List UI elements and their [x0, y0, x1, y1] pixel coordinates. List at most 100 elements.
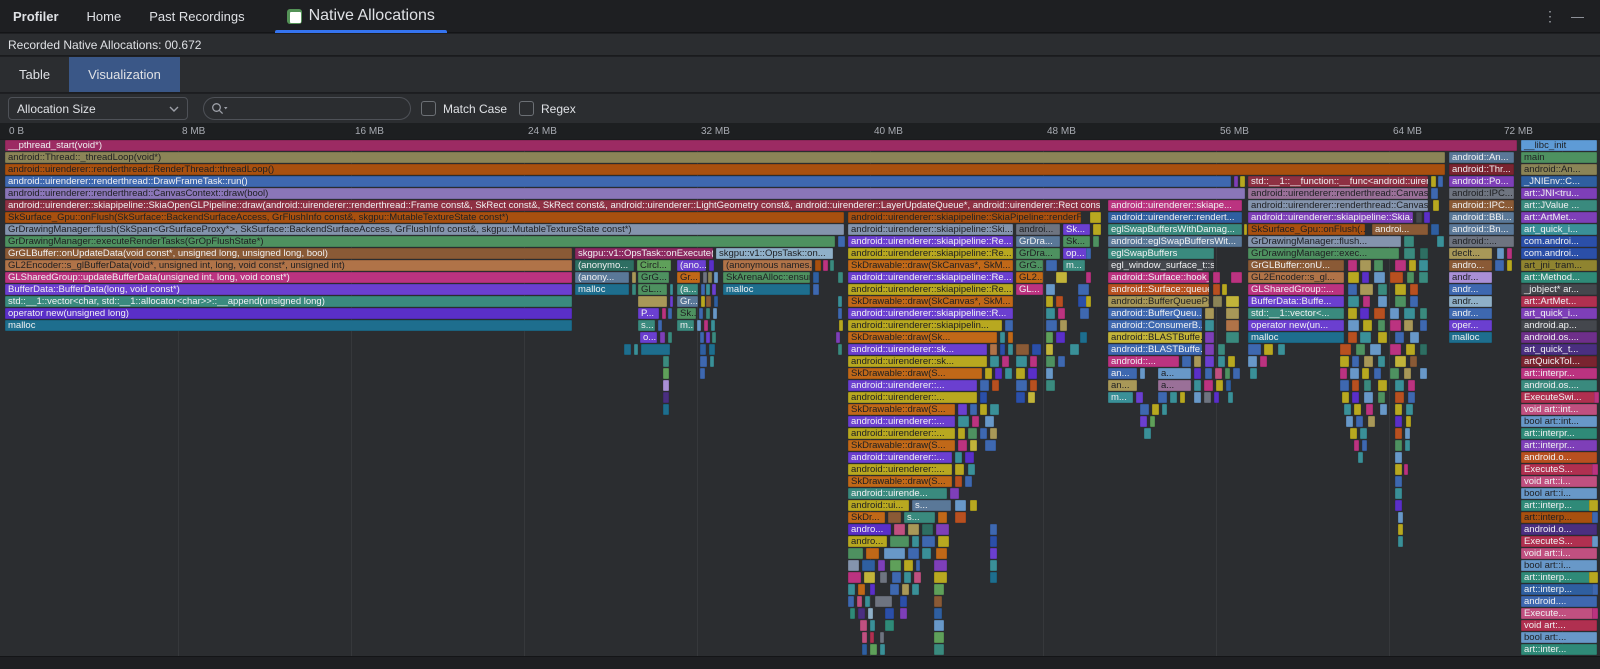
flame-bar[interactable]: android....	[1521, 596, 1597, 607]
flame-cell[interactable]	[706, 284, 710, 295]
flame-cell[interactable]	[904, 572, 911, 583]
flame-cell[interactable]	[955, 452, 962, 463]
flame-cell[interactable]	[1409, 260, 1416, 271]
flame-cell[interactable]	[1030, 356, 1037, 367]
flame-bar[interactable]: android::BufferQueu...	[1108, 308, 1202, 319]
flame-cell[interactable]	[1408, 380, 1415, 391]
flame-cell[interactable]	[1378, 380, 1387, 391]
flame-bar[interactable]: android::An...	[1521, 164, 1597, 175]
flame-cell[interactable]	[1205, 332, 1214, 343]
flame-bar[interactable]: android::...	[1449, 236, 1514, 247]
regex-checkbox[interactable]	[519, 101, 534, 116]
flame-cell[interactable]	[955, 476, 962, 487]
flame-cell[interactable]	[1226, 332, 1239, 343]
flame-cell[interactable]	[902, 584, 909, 595]
flame-cell[interactable]	[1205, 368, 1212, 379]
flame-bar[interactable]: (anonymo...	[575, 260, 634, 271]
flame-bar[interactable]: Sk...	[1063, 236, 1090, 247]
flame-bar[interactable]: bool art::int...	[1521, 416, 1597, 427]
flame-bar[interactable]: android::uirende...	[848, 488, 947, 499]
flame-cell[interactable]	[1348, 296, 1359, 307]
flame-cell[interactable]	[934, 584, 944, 595]
flame-cell[interactable]	[710, 356, 714, 367]
flame-cell[interactable]	[868, 608, 873, 619]
flame-cell[interactable]	[1395, 284, 1406, 295]
flame-cell[interactable]	[1078, 296, 1087, 307]
flame-cell[interactable]	[878, 560, 885, 571]
flame-bar[interactable]: art::interpr...	[1521, 368, 1597, 379]
flame-bar[interactable]: Gr...	[677, 296, 698, 307]
flame-cell[interactable]	[1340, 380, 1349, 391]
flame-cell[interactable]	[658, 320, 662, 331]
flame-bar[interactable]: art::interp...	[1521, 512, 1597, 523]
flame-cell[interactable]	[1390, 368, 1399, 379]
flame-bar[interactable]: SkArenaAlloc::ensur...	[723, 272, 810, 283]
flame-cell[interactable]	[1395, 260, 1406, 271]
flame-cell[interactable]	[1080, 332, 1087, 343]
flame-bar[interactable]: android::Bn...	[1449, 224, 1514, 235]
flame-cell[interactable]	[1495, 260, 1504, 271]
flame-bar[interactable]: GrDrawingManager::executeRenderTasks(GrO…	[5, 236, 835, 247]
flame-bar[interactable]: (anonymous names...	[723, 260, 812, 271]
flame-cell[interactable]	[815, 260, 821, 271]
flame-cell[interactable]	[1390, 308, 1399, 319]
flame-cell[interactable]	[955, 500, 966, 511]
flame-cell[interactable]	[1395, 392, 1404, 403]
flame-cell[interactable]	[1240, 176, 1245, 187]
tab-native-allocations[interactable]: Native Allocations	[271, 0, 451, 33]
flame-cell[interactable]	[1395, 296, 1406, 307]
tab-past-recordings[interactable]: Past Recordings	[149, 8, 245, 24]
flame-bar[interactable]: art::Method...	[1521, 272, 1597, 283]
flame-cell[interactable]	[857, 596, 862, 607]
flame-cell[interactable]	[1395, 440, 1402, 451]
flame-cell[interactable]	[850, 608, 855, 619]
flame-cell[interactable]	[880, 572, 887, 583]
flame-cell[interactable]	[663, 368, 669, 379]
flame-cell[interactable]	[1360, 308, 1369, 319]
flame-cell[interactable]	[712, 284, 716, 295]
flame-cell[interactable]	[706, 308, 710, 319]
flame-bar[interactable]: op...	[1063, 248, 1090, 259]
flame-cell[interactable]	[934, 560, 947, 571]
flame-cell[interactable]	[1408, 392, 1415, 403]
flame-bar[interactable]: std::__1::vector<char, std::__1::allocat…	[5, 296, 572, 307]
flame-cell[interactable]	[712, 332, 716, 343]
flame-cell[interactable]	[1366, 404, 1373, 415]
flame-cell[interactable]	[955, 464, 964, 475]
flame-bar[interactable]: Execute...	[1521, 608, 1597, 619]
flame-cell[interactable]	[1592, 584, 1598, 595]
flame-bar[interactable]: android.os....	[1521, 332, 1597, 343]
flame-bar[interactable]: android::BLASTBuffe...	[1108, 332, 1202, 343]
flame-cell[interactable]	[1264, 344, 1273, 355]
flame-cell[interactable]	[1225, 368, 1230, 379]
flame-cell[interactable]	[624, 344, 631, 355]
flame-bar[interactable]: SkDr...	[848, 512, 885, 523]
flame-cell[interactable]	[936, 524, 949, 535]
flame-bar[interactable]: android::uirenderer::skiapipeline::Re...	[848, 284, 1013, 295]
flame-cell[interactable]	[1215, 368, 1222, 379]
flame-cell[interactable]	[1395, 500, 1402, 511]
flame-cell[interactable]	[1360, 284, 1373, 295]
flame-cell[interactable]	[858, 608, 865, 619]
flame-cell[interactable]	[662, 308, 666, 319]
flame-bar[interactable]: (anony...	[575, 272, 629, 283]
flame-cell[interactable]	[641, 344, 670, 355]
flame-cell[interactable]	[1370, 344, 1381, 355]
flame-cell[interactable]	[1404, 320, 1413, 331]
flame-cell[interactable]	[1507, 260, 1512, 271]
flame-cell[interactable]	[884, 548, 905, 559]
flame-cell[interactable]	[813, 284, 819, 295]
flame-bar[interactable]: andr...	[1449, 296, 1492, 307]
kebab-menu-icon[interactable]: ⋮	[1543, 7, 1557, 24]
flame-bar[interactable]: s...	[904, 512, 935, 523]
flame-bar[interactable]: android::uirenderer::skiapipeline::Ski..…	[848, 224, 1013, 235]
flame-cell[interactable]	[634, 344, 638, 355]
flame-cell[interactable]	[914, 572, 921, 583]
flame-cell[interactable]	[892, 572, 901, 583]
flame-bar[interactable]: malloc	[723, 284, 810, 295]
flame-bar[interactable]: an...	[1108, 368, 1137, 379]
flame-cell[interactable]	[1205, 308, 1214, 319]
flame-bar[interactable]: GL...	[1016, 284, 1043, 295]
flame-bar[interactable]: GrDrawingManager::flush...	[1248, 236, 1401, 247]
flame-cell[interactable]	[1398, 524, 1403, 535]
